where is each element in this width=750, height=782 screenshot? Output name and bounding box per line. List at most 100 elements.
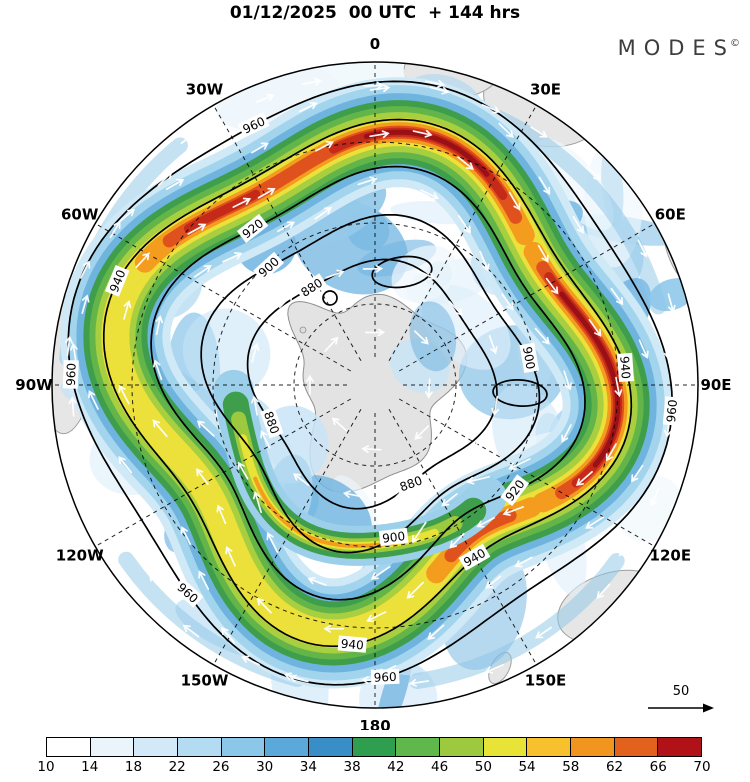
wind-arrow — [457, 156, 474, 170]
wind-arrow — [488, 334, 498, 355]
wind-arrow — [118, 456, 133, 474]
wind-arrow — [222, 252, 243, 263]
wind-arrow — [109, 220, 121, 239]
contour-line-940 — [102, 118, 633, 648]
wind-arrow — [406, 581, 424, 599]
wind-arrow — [572, 216, 584, 234]
wind-arrow — [637, 239, 648, 258]
colorbar-tick-label: 66 — [649, 759, 667, 775]
reference-arrow-label: 50 — [673, 684, 690, 699]
wind-arrow — [366, 611, 387, 623]
wind-arrow — [88, 477, 98, 497]
wind-arrow — [411, 521, 427, 544]
wind-arrow — [498, 122, 514, 138]
contour-label: 880 — [295, 273, 328, 302]
wind-arrow — [610, 287, 624, 306]
wind-arrow — [420, 189, 439, 200]
wind-arrow — [469, 438, 481, 456]
wind-arrow — [221, 627, 236, 644]
wind-arrow — [502, 506, 524, 516]
wind-arrow — [155, 315, 164, 336]
wind-arrow — [118, 384, 130, 405]
wind-arrow — [314, 207, 332, 220]
wind-arrow — [81, 294, 90, 315]
colorbar-cell — [308, 738, 352, 756]
colorbar-cell — [482, 738, 527, 756]
wind-arrow — [596, 583, 611, 599]
wind-arrow — [674, 425, 682, 446]
wind-arrow — [68, 396, 77, 417]
wind-arrow — [466, 475, 490, 485]
wind-arrow — [413, 330, 429, 345]
wind-arrow — [165, 178, 185, 190]
wind-arrow — [575, 470, 593, 486]
wind-arrow — [563, 370, 573, 391]
wind-arrow — [157, 171, 173, 187]
svg-text:900: 900 — [381, 529, 405, 546]
colorbar — [46, 737, 702, 757]
wind-arrow — [650, 487, 660, 507]
wind-arrow — [241, 655, 260, 666]
longitude-label: 30E — [530, 81, 561, 99]
wind-arrow — [436, 463, 453, 477]
longitude-label: 120W — [56, 547, 104, 565]
svg-text:940: 940 — [617, 356, 633, 380]
wind-arrow — [614, 376, 623, 398]
reference-arrow-head — [703, 703, 714, 713]
wind-arrow — [481, 104, 501, 114]
colorbar-cell — [570, 738, 614, 756]
wind-arrow — [123, 300, 132, 320]
colorbar-cell — [657, 738, 702, 756]
wind-arrow — [508, 458, 531, 470]
wind-arrow — [70, 342, 78, 364]
island — [299, 326, 307, 334]
longitude-label: 120E — [650, 547, 692, 565]
longitude-label: 150E — [525, 671, 567, 689]
wind-arrow — [307, 576, 327, 586]
wind-arrow — [534, 327, 550, 345]
wind-arrow — [605, 443, 617, 462]
colorbar-tick-label: 18 — [124, 759, 143, 775]
colorbar-cell — [264, 738, 309, 756]
wind-arrow — [79, 260, 91, 279]
wind-arrow — [88, 390, 99, 410]
wind-arrow — [412, 129, 433, 138]
colorbar-tick-label: 58 — [562, 759, 580, 775]
wind-arrow — [152, 419, 168, 438]
wind-arrow — [441, 493, 458, 507]
wind-arrow — [619, 539, 631, 557]
wind-arrow — [357, 176, 378, 186]
wind-arrow — [427, 624, 445, 640]
colorbar-cell — [351, 738, 396, 756]
wind-arrow — [586, 165, 601, 181]
wind-arrow — [361, 445, 382, 454]
contour-label: 940 — [337, 635, 368, 653]
wind-arrow — [369, 130, 390, 139]
wind-arrow — [425, 378, 433, 399]
wind-arrow — [251, 142, 269, 154]
wind-arrow — [225, 545, 236, 567]
wind-arrow — [187, 223, 207, 235]
wind-arrow — [135, 252, 151, 269]
wind-arrow — [251, 395, 259, 416]
wind-arrow — [663, 339, 672, 360]
svg-text:960: 960 — [374, 670, 397, 685]
colorbar-tick-label: 54 — [518, 759, 536, 775]
wind-arrow — [255, 93, 275, 103]
chart-title: 01/12/2025 00 UTC + 144 hrs — [229, 3, 521, 23]
wind-arrow — [363, 81, 385, 90]
wind-arrow — [180, 526, 192, 545]
wind-arrow — [198, 570, 210, 590]
wind-arrow — [561, 424, 572, 443]
wind-arrow — [180, 131, 198, 145]
colorbar-cell — [47, 738, 90, 756]
longitude-label: 90E — [700, 376, 731, 394]
wind-arrow — [484, 664, 504, 674]
wind-arrow — [429, 86, 450, 95]
wind-arrow — [537, 244, 549, 263]
wind-arrow — [260, 430, 271, 449]
wind-arrow — [301, 77, 322, 86]
wind-arrow — [448, 300, 463, 316]
colorbar-tick-label: 34 — [299, 759, 317, 775]
wind-arrow — [182, 624, 200, 638]
